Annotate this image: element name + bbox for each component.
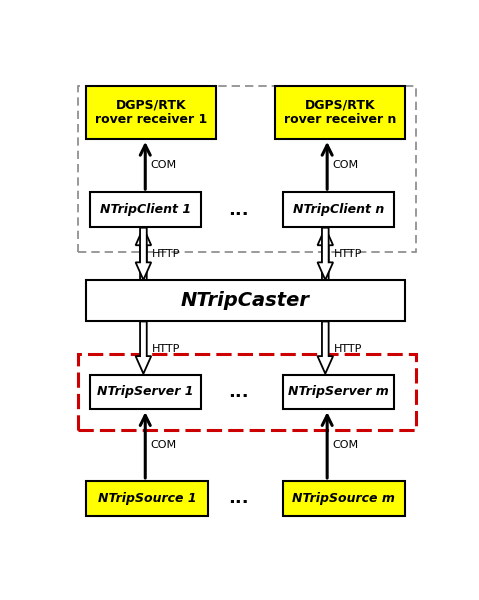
- Text: NTripServer 1: NTripServer 1: [97, 385, 194, 398]
- Bar: [90, 374, 201, 409]
- FancyArrow shape: [136, 227, 151, 280]
- Text: NTripClient n: NTripClient n: [293, 203, 384, 216]
- Bar: [79, 86, 416, 252]
- Text: DGPS/RTK
rover receiver n: DGPS/RTK rover receiver n: [284, 98, 396, 127]
- Bar: [90, 192, 201, 227]
- Bar: [86, 86, 216, 139]
- Bar: [283, 374, 394, 409]
- Text: NTripCaster: NTripCaster: [181, 291, 310, 310]
- Text: HTTP: HTTP: [152, 344, 180, 354]
- FancyArrow shape: [136, 227, 151, 280]
- Text: COM: COM: [332, 160, 358, 170]
- Text: ...: ...: [228, 383, 249, 401]
- Text: HTTP: HTTP: [334, 344, 362, 354]
- Text: NTripClient 1: NTripClient 1: [100, 203, 191, 216]
- Text: ...: ...: [228, 490, 249, 508]
- Text: HTTP: HTTP: [152, 249, 180, 259]
- Bar: [79, 354, 416, 430]
- Text: NTripSource m: NTripSource m: [292, 491, 395, 505]
- Text: HTTP: HTTP: [334, 249, 362, 259]
- Text: ...: ...: [228, 200, 249, 218]
- FancyArrow shape: [318, 322, 333, 374]
- Text: NTripSource 1: NTripSource 1: [98, 491, 196, 505]
- Text: NTripServer m: NTripServer m: [288, 385, 388, 398]
- Bar: [86, 481, 208, 515]
- FancyArrow shape: [318, 227, 333, 280]
- Text: COM: COM: [150, 440, 176, 450]
- FancyArrow shape: [318, 227, 333, 280]
- Text: COM: COM: [332, 440, 358, 450]
- Text: DGPS/RTK
rover receiver 1: DGPS/RTK rover receiver 1: [95, 98, 207, 127]
- Bar: [283, 192, 394, 227]
- Bar: [275, 86, 405, 139]
- Bar: [86, 280, 405, 322]
- Text: COM: COM: [150, 160, 176, 170]
- Bar: [283, 481, 405, 515]
- FancyArrow shape: [136, 322, 151, 374]
